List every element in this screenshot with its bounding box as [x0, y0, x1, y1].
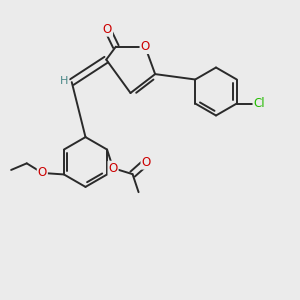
- Text: Cl: Cl: [254, 97, 265, 110]
- Text: O: O: [103, 23, 112, 36]
- Text: O: O: [141, 156, 151, 169]
- Text: O: O: [38, 167, 47, 179]
- Text: H: H: [60, 76, 68, 85]
- Text: O: O: [108, 162, 118, 175]
- Text: O: O: [140, 40, 150, 53]
